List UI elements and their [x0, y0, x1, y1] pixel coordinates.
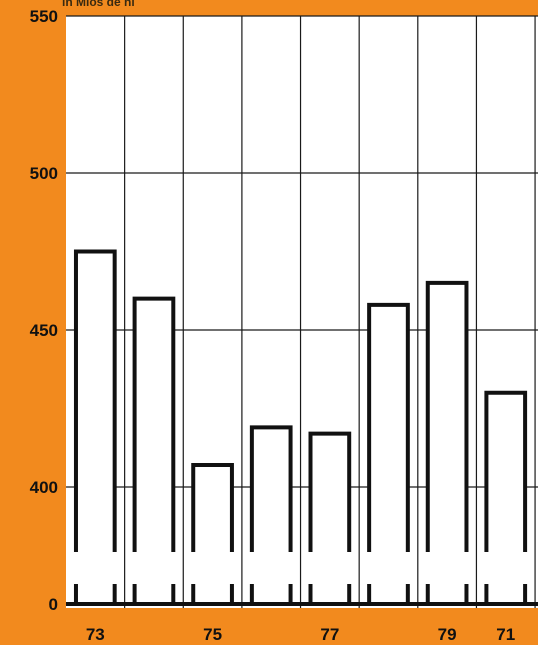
bar-fill — [369, 304, 408, 552]
bar-fill — [75, 251, 115, 552]
bar-outline — [367, 302, 410, 552]
x-tick-labels: 73 75 77 79 71 — [86, 625, 515, 644]
bar-fill — [134, 298, 174, 552]
bar-78 — [367, 302, 410, 606]
bar-outline — [191, 463, 234, 552]
bar-outline — [425, 280, 469, 552]
chart-caption: in Mios de hl — [62, 0, 135, 9]
x-tick-label: 71 — [496, 625, 515, 644]
bar-73 — [73, 249, 117, 606]
y-tick-label: 400 — [30, 478, 58, 497]
bar-71 — [484, 390, 528, 606]
x-tick-label: 77 — [320, 625, 339, 644]
bar-fill — [193, 465, 232, 552]
bar-75 — [191, 463, 234, 606]
bars — [73, 249, 528, 606]
bar-outline — [308, 431, 352, 552]
bar-fill — [486, 392, 526, 552]
bar-79 — [425, 280, 469, 606]
x-tick-label: 75 — [203, 625, 222, 644]
y-tick-label: 450 — [30, 321, 58, 340]
bar-fill — [251, 427, 291, 552]
bar-fill — [427, 282, 467, 552]
bar-outline — [73, 249, 117, 552]
y-tick-label: 500 — [30, 164, 58, 183]
y-tick-labels: 0 400 450 500 550 — [30, 7, 58, 614]
x-tick-label: 79 — [438, 625, 457, 644]
bar-outline — [484, 390, 528, 552]
bar-fill — [310, 433, 350, 552]
x-tick-label: 73 — [86, 625, 105, 644]
bar-outline — [249, 425, 293, 552]
bar-74 — [132, 296, 176, 606]
y-tick-label: 550 — [30, 7, 58, 26]
bar-outline — [132, 296, 176, 552]
y-tick-label: 0 — [49, 595, 58, 614]
